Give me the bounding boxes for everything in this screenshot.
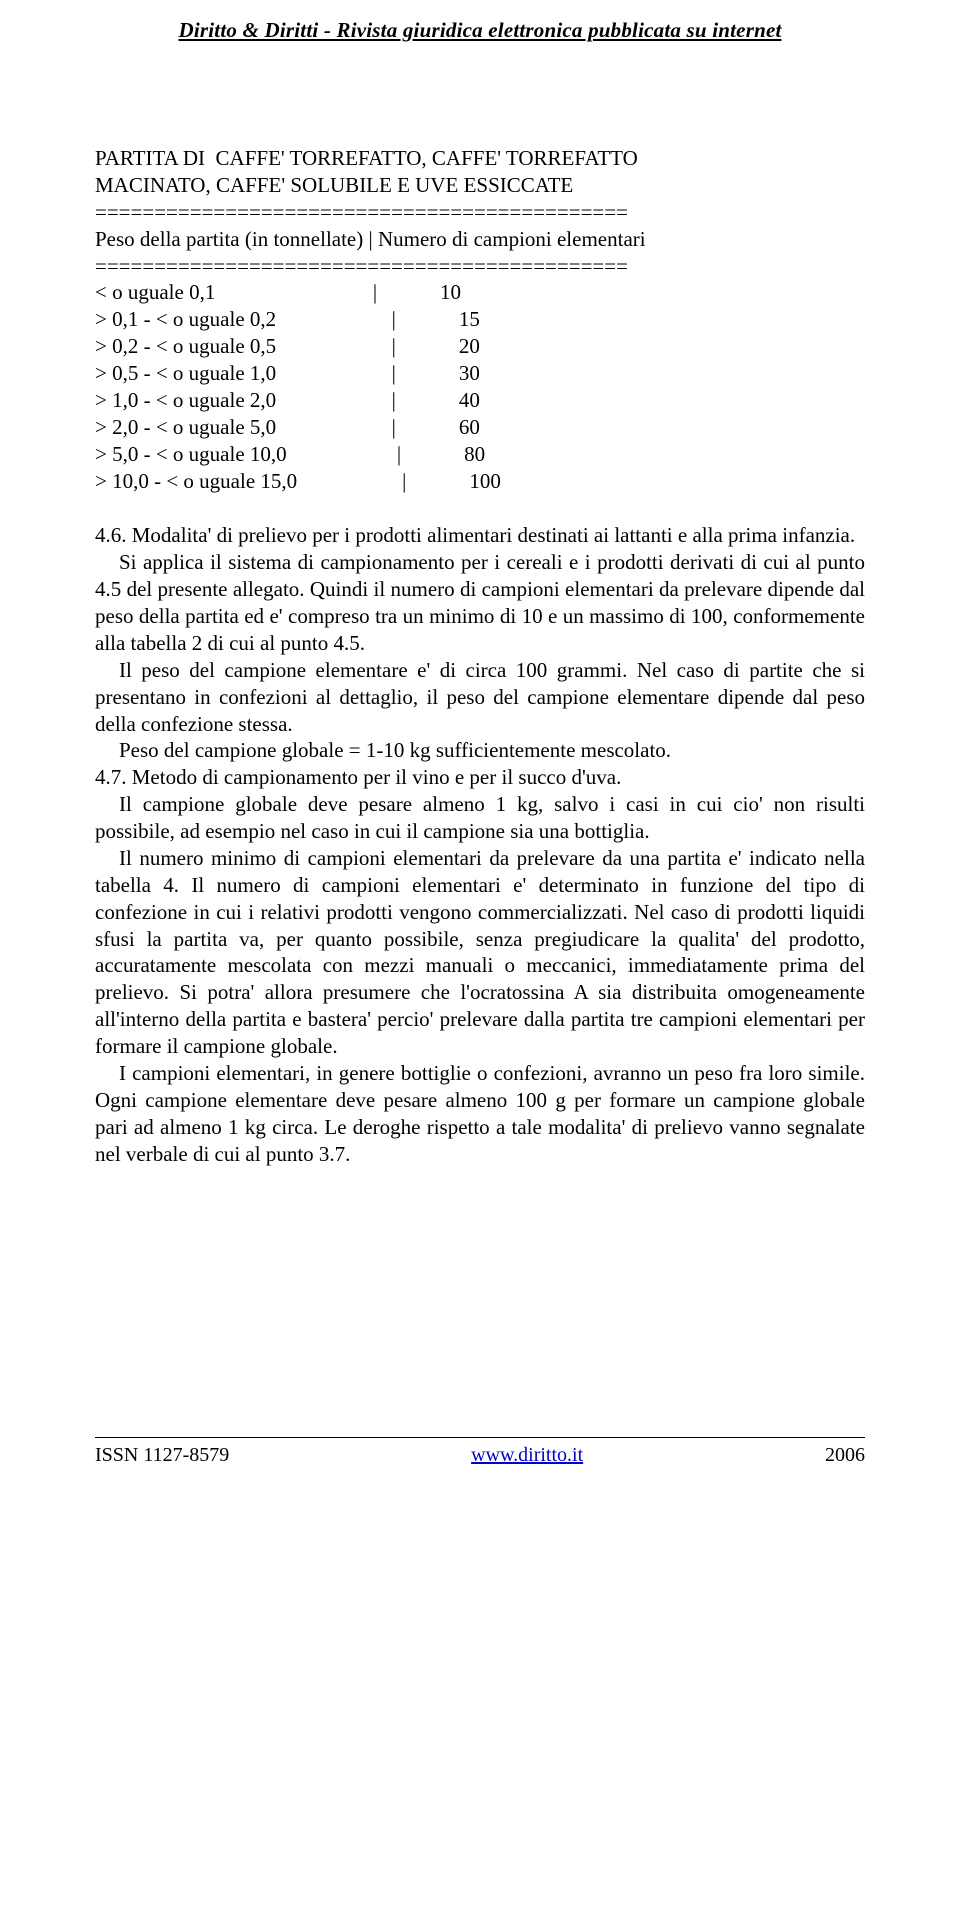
- page-header: Diritto & Diritti - Rivista giuridica el…: [95, 0, 865, 45]
- para-4-6-body-3: Peso del campione globale = 1-10 kg suff…: [95, 737, 865, 764]
- body-text: 4.6. Modalita' di prelievo per i prodott…: [95, 522, 865, 1167]
- page-footer: ISSN 1127-8579 www.diritto.it 2006: [95, 1437, 865, 1487]
- para-4-7-body-3: I campioni elementari, in genere bottigl…: [95, 1060, 865, 1168]
- para-4-7-title: 4.7. Metodo di campionamento per il vino…: [95, 764, 865, 791]
- footer-link[interactable]: www.diritto.it: [471, 1444, 583, 1467]
- sampling-table: PARTITA DI CAFFE' TORREFATTO, CAFFE' TOR…: [95, 145, 865, 494]
- para-4-7-body-2: Il numero minimo di campioni elementari …: [95, 845, 865, 1060]
- main-content: PARTITA DI CAFFE' TORREFATTO, CAFFE' TOR…: [95, 45, 865, 1167]
- footer-year: 2006: [825, 1444, 865, 1467]
- footer-issn: ISSN 1127-8579: [95, 1444, 229, 1467]
- para-4-6-body-1: Si applica il sistema di campionamento p…: [95, 549, 865, 657]
- para-4-6-body-2: Il peso del campione elementare e' di ci…: [95, 657, 865, 738]
- para-4-6-title: 4.6. Modalita' di prelievo per i prodott…: [95, 522, 865, 549]
- para-4-7-body-1: Il campione globale deve pesare almeno 1…: [95, 791, 865, 845]
